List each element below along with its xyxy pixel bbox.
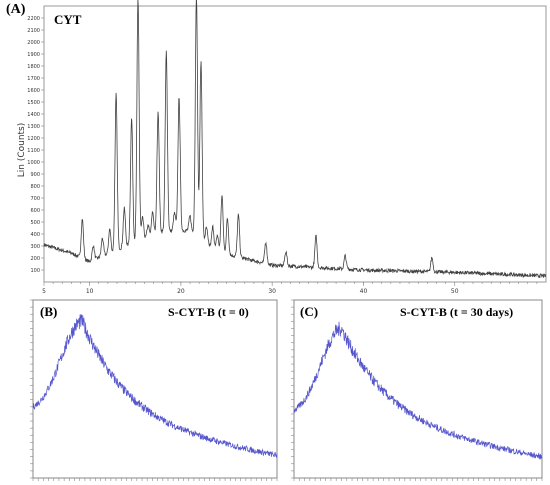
y-tick-label: 400 <box>30 232 40 238</box>
y-tick-label: 1400 <box>27 112 40 118</box>
x-tick-label: 50 <box>451 288 459 295</box>
y-tick-label: 200 <box>30 256 40 262</box>
x-tick-label: 40 <box>360 288 368 295</box>
y-tick-label: 100 <box>30 268 40 274</box>
panel-c-title: S-CYT-B (t = 30 days) <box>400 305 514 319</box>
panel-b-frame <box>32 299 278 479</box>
panel-b-title: S-CYT-B (t = 0) <box>168 305 249 319</box>
y-tick-label: 1500 <box>27 100 40 106</box>
panel-a-ylabel: Lin (Counts) <box>17 123 27 178</box>
y-tick-label: 1600 <box>27 88 40 94</box>
y-tick-label: 1800 <box>27 64 40 70</box>
panel-a-diffraction-trace <box>43 0 547 279</box>
panel-c-label: (C) <box>300 304 319 319</box>
y-tick-label: 1100 <box>27 148 40 154</box>
y-tick-label: 1300 <box>27 124 40 130</box>
y-tick-label: 700 <box>30 196 40 202</box>
x-tick-label: 5 <box>42 288 46 295</box>
y-tick-label: 2200 <box>27 16 40 22</box>
panel-c-diffraction-trace <box>293 321 543 460</box>
y-tick-label: 1900 <box>27 52 40 58</box>
y-tick-label: 300 <box>30 244 40 250</box>
panel-a-frame <box>43 5 547 283</box>
panel-b-label: (B) <box>40 304 58 319</box>
y-tick-label: 600 <box>30 208 40 214</box>
panel-c-frame <box>293 299 543 479</box>
panel-b-axes <box>30 299 278 481</box>
panel-a-title: CYT <box>54 12 82 27</box>
y-tick-label: 800 <box>30 184 40 190</box>
y-tick-label: 1700 <box>27 76 40 82</box>
y-tick-label: 500 <box>30 220 40 226</box>
panel-a-label: (A) <box>6 2 26 17</box>
x-tick-label: 20 <box>177 288 185 295</box>
y-tick-label: 2100 <box>27 28 40 34</box>
panel-c-axes <box>291 299 543 481</box>
panel-a-axes: 5 10 20 30 40 50 100 200 300 400 500 600 700 800 900 10… <box>27 16 538 295</box>
x-tick-label: 30 <box>268 288 276 295</box>
x-tick-label: 10 <box>86 288 94 295</box>
y-tick-label: 1000 <box>27 160 40 166</box>
y-tick-label: 1200 <box>27 136 40 142</box>
panel-b-diffraction-trace <box>32 314 278 459</box>
y-tick-label: 2000 <box>27 40 40 46</box>
y-tick-label: 900 <box>30 172 40 178</box>
